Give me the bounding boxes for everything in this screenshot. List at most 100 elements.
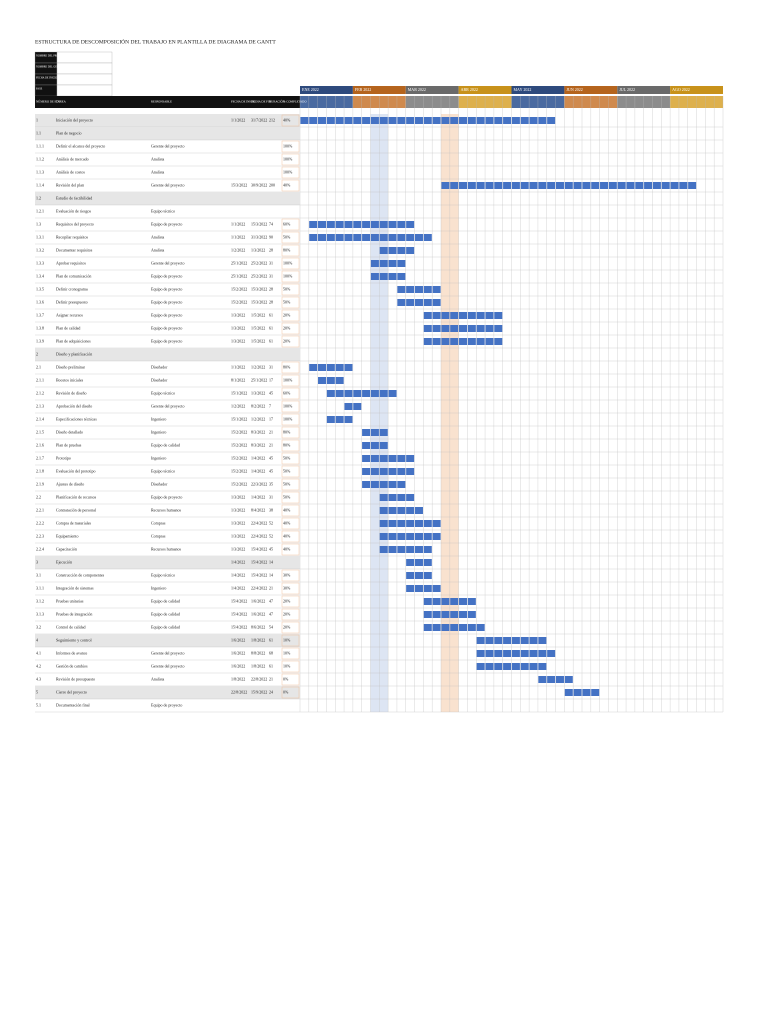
gantt-bar (450, 624, 459, 631)
gantt-bar (432, 520, 441, 527)
gantt-bar (309, 117, 318, 124)
gantt-bar (309, 221, 318, 228)
cell-end: 1/5/2022 (251, 312, 265, 317)
summary-row (35, 348, 300, 361)
gantt-bar (423, 533, 432, 540)
gantt-bar (388, 221, 397, 228)
gantt-bar (344, 234, 353, 241)
gantt-bar (494, 312, 503, 319)
gantt-bar (423, 585, 432, 592)
gantt-bar (370, 455, 379, 462)
gantt-bar (335, 364, 344, 371)
cell-id: 5.1 (36, 702, 41, 707)
cell-task: Diseño y planificación (56, 351, 92, 356)
gantt-bar (467, 312, 476, 319)
gantt-bar (397, 546, 406, 553)
gantt-bar (388, 494, 397, 501)
cell-pct: 50% (283, 234, 291, 239)
gantt-bar (573, 182, 582, 189)
cell-dur: 61 (269, 663, 273, 668)
info-label: FECHA DE INICIO (36, 77, 57, 80)
gantt-bar (362, 481, 371, 488)
gantt-bar (423, 117, 432, 124)
gantt-bar (503, 650, 512, 657)
cell-resp: Analista (151, 247, 165, 252)
gantt-bar (370, 429, 379, 436)
gantt-bar (520, 637, 529, 644)
gantt-bar (644, 182, 653, 189)
gantt-bar (318, 377, 327, 384)
gantt-bar (529, 637, 538, 644)
gantt-bar (432, 585, 441, 592)
cell-dur: 14 (269, 559, 273, 564)
cell-pct: 20% (283, 312, 291, 317)
pct-cell (281, 478, 300, 491)
gantt-bar (494, 338, 503, 345)
cell-end: 1/5/2022 (251, 338, 265, 343)
cell-end: 1/2/2022 (251, 416, 265, 421)
gantt-bar (564, 182, 573, 189)
gantt-bar (459, 611, 468, 618)
cell-task: Análisis de costos (56, 169, 85, 174)
cell-pct: 50% (283, 286, 291, 291)
cell-end: 8/8/2022 (251, 650, 265, 655)
cell-task: Recopilar requisitos (56, 234, 89, 239)
cell-id: 3.1 (36, 572, 41, 577)
month-label: JUN 2022 (566, 87, 582, 92)
cell-pct: 60% (283, 221, 291, 226)
gantt-bar (397, 299, 406, 306)
gantt-bar (406, 286, 415, 293)
cell-id: 3.2 (36, 624, 41, 629)
gantt-bar (379, 468, 388, 475)
cell-task: Definir el alcance del proyecto (56, 143, 105, 148)
gantt-bar (423, 234, 432, 241)
pct-cell (281, 595, 300, 608)
gantt-bar (414, 585, 423, 592)
cell-start: 1/2/2022 (231, 403, 245, 408)
gantt-bar (414, 520, 423, 527)
cell-dur: 31 (269, 494, 273, 499)
gantt-bar (388, 546, 397, 553)
gantt-bar (414, 546, 423, 553)
cell-id: 5 (36, 689, 38, 694)
cell-resp: Equipo técnico (151, 468, 175, 473)
cell-end: 8/3/2022 (251, 442, 265, 447)
pct-cell (281, 608, 300, 621)
month-label: ABR 2022 (461, 87, 478, 92)
gantt-bar (520, 117, 529, 124)
gantt-bar (344, 390, 353, 397)
gantt-bar (397, 507, 406, 514)
cell-pct: 40% (283, 520, 291, 525)
gantt-bar (379, 247, 388, 254)
gantt-bar (388, 273, 397, 280)
gantt-bar (406, 559, 415, 566)
cell-start: 1/3/2022 (231, 507, 245, 512)
gantt-bar (335, 390, 344, 397)
gantt-bar (538, 676, 547, 683)
gantt-bar (503, 663, 512, 670)
cell-dur: 47 (269, 598, 273, 603)
gantt-bar (318, 364, 327, 371)
gantt-bar (379, 273, 388, 280)
cell-id: 1.3.9 (36, 338, 44, 343)
cell-id: 1 (36, 117, 38, 122)
cell-dur: 21 (269, 676, 273, 681)
gantt-bar (379, 455, 388, 462)
gantt-bar (476, 117, 485, 124)
gantt-bar (388, 455, 397, 462)
cell-task: Contratación de personal (56, 507, 97, 512)
cell-resp: Equipo técnico (151, 572, 175, 577)
gantt-bar (414, 299, 423, 306)
gantt-bar (388, 533, 397, 540)
gantt-bar (661, 182, 670, 189)
gantt-bar (555, 676, 564, 683)
cell-resp: Diseñador (151, 364, 168, 369)
cell-start: 8/1/2022 (231, 377, 245, 382)
title: ESTRUCTURA DE DESCOMPOSICIÓN DEL TRABAJO… (35, 37, 276, 45)
pct-cell (281, 452, 300, 465)
cell-pct: 10% (283, 637, 291, 642)
gantt-bar (511, 663, 520, 670)
pct-cell (281, 621, 300, 634)
pct-cell (281, 491, 300, 504)
